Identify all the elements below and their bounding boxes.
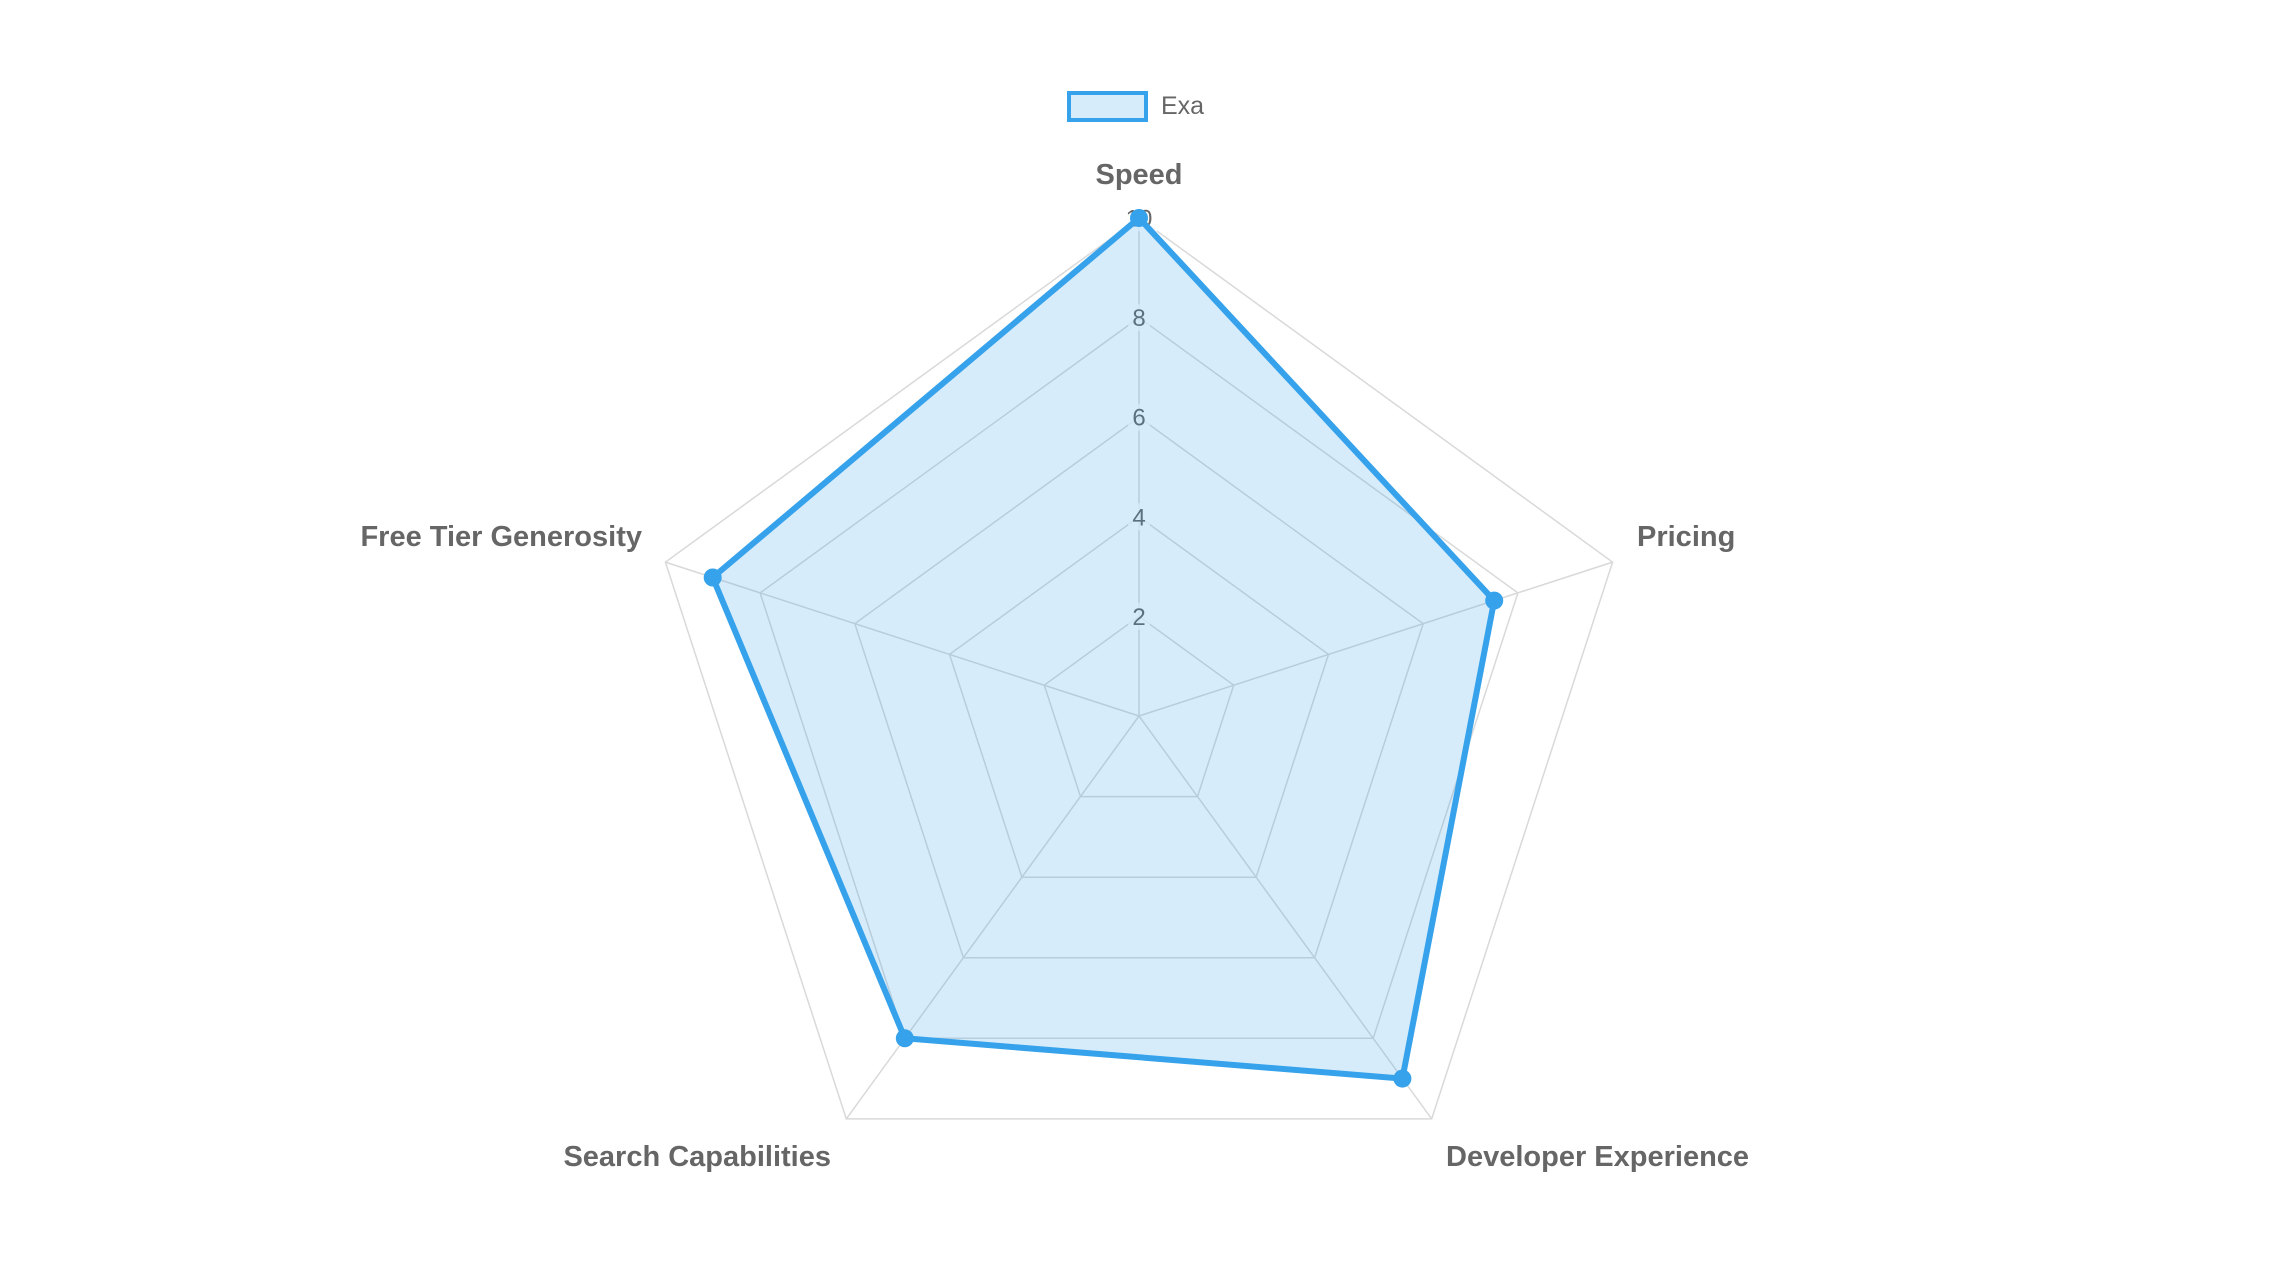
axis-label-search-capabilities: Search Capabilities [563, 1141, 831, 1173]
grid-ring-4 [948, 515, 1330, 878]
tick-label-8: 8 [1132, 305, 1145, 332]
axis-line-developer-experience [1138, 715, 1433, 1120]
axis-label-pricing: Pricing [1637, 521, 1735, 553]
grid-ring-10 [664, 217, 1614, 1120]
data-point-free-tier-generosity[interactable] [703, 568, 722, 587]
legend-item-exa[interactable]: Exa [1067, 91, 1204, 122]
tick-label-4: 4 [1132, 504, 1145, 531]
legend-label-exa: Exa [1161, 92, 1205, 120]
axis-label-free-tier-generosity: Free Tier Generosity [360, 521, 642, 553]
axis-line-search-capabilities [845, 715, 1140, 1120]
grid-ring-8 [759, 316, 1519, 1040]
data-layer [703, 209, 1504, 1088]
grid-ring-2 [1043, 615, 1235, 798]
tick-backdrop-6 [1128, 403, 1150, 431]
tick-label-6: 6 [1132, 405, 1145, 432]
grid-layer [664, 217, 1614, 1120]
axis-label-speed: Speed [1095, 159, 1182, 191]
tick-backdrop-2 [1128, 602, 1150, 630]
category-labels: Speed Pricing Developer Experience Searc… [360, 159, 1749, 1173]
data-polygon-exa [709, 215, 1498, 1082]
data-point-pricing[interactable] [1485, 591, 1504, 610]
tick-label-2: 2 [1132, 604, 1145, 631]
tick-backdrop-4 [1128, 503, 1150, 531]
tick-labels: 2 4 6 8 10 [1121, 204, 1157, 631]
axis-line-free-tier-generosity [665, 561, 1140, 717]
legend-swatch-exa [1067, 91, 1148, 122]
data-point-developer-experience[interactable] [1393, 1069, 1412, 1088]
data-point-search-capabilities[interactable] [895, 1029, 914, 1048]
grid-ring-6 [853, 416, 1425, 959]
axis-label-developer-experience: Developer Experience [1446, 1141, 1749, 1173]
axis-line-pricing [1138, 561, 1613, 717]
tick-backdrop-8 [1128, 304, 1150, 332]
data-point-speed[interactable] [1130, 209, 1148, 227]
